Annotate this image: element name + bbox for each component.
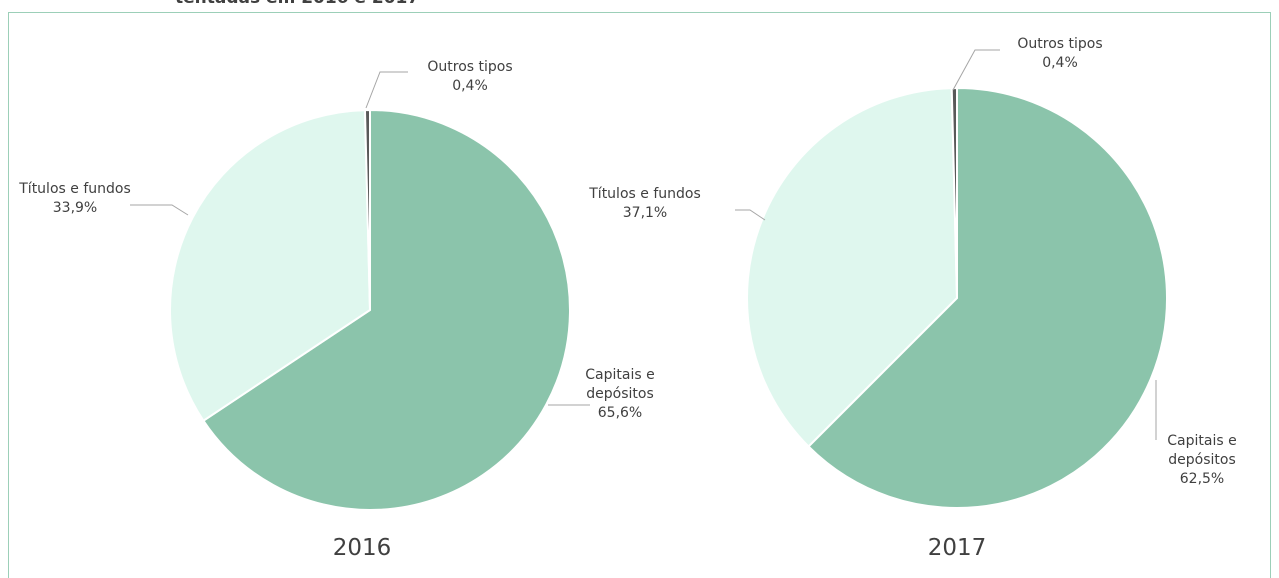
- pie-slice: [807, 86, 1168, 509]
- data-label: Títulos e fundos 37,1%: [585, 185, 705, 223]
- pie-slice: [746, 87, 959, 448]
- leader-line: [952, 49, 1000, 91]
- chart-title: 2017: [927, 535, 987, 561]
- data-label: Capitais e depósitos 65,6%: [570, 366, 670, 423]
- chart-title: 2016: [332, 535, 392, 561]
- value-label: 37,1%: [622, 205, 668, 221]
- value-label: 0,4%: [452, 78, 488, 94]
- value-label: 62,5%: [1179, 471, 1225, 487]
- category-name: Capitais e depósitos: [585, 367, 655, 402]
- pie-slice: [169, 109, 372, 423]
- frame: [8, 12, 1271, 578]
- value-label: 0,4%: [1042, 55, 1078, 71]
- leader-line: [735, 209, 766, 221]
- data-label: Títulos e fundos 33,9%: [15, 180, 135, 218]
- data-label: Outros tipos 0,4%: [985, 35, 1135, 73]
- pie-slice: [202, 108, 571, 511]
- value-label: 33,9%: [52, 200, 98, 216]
- pie-slice: [363, 108, 371, 311]
- leader-line: [130, 204, 189, 216]
- title: tentadas em 2016 e 2017: [175, 0, 419, 8]
- category-name: Títulos e fundos: [589, 186, 701, 202]
- category-name: Capitais e depósitos: [1167, 433, 1237, 468]
- category-name: Outros tipos: [427, 59, 513, 75]
- data-label: Outros tipos 0,4%: [395, 58, 545, 96]
- category-name: Títulos e fundos: [19, 181, 131, 197]
- category-name: Outros tipos: [1017, 36, 1103, 52]
- data-label: Capitais e depósitos 62,5%: [1152, 432, 1252, 489]
- value-label: 65,6%: [597, 405, 643, 421]
- leader-line: [365, 71, 408, 109]
